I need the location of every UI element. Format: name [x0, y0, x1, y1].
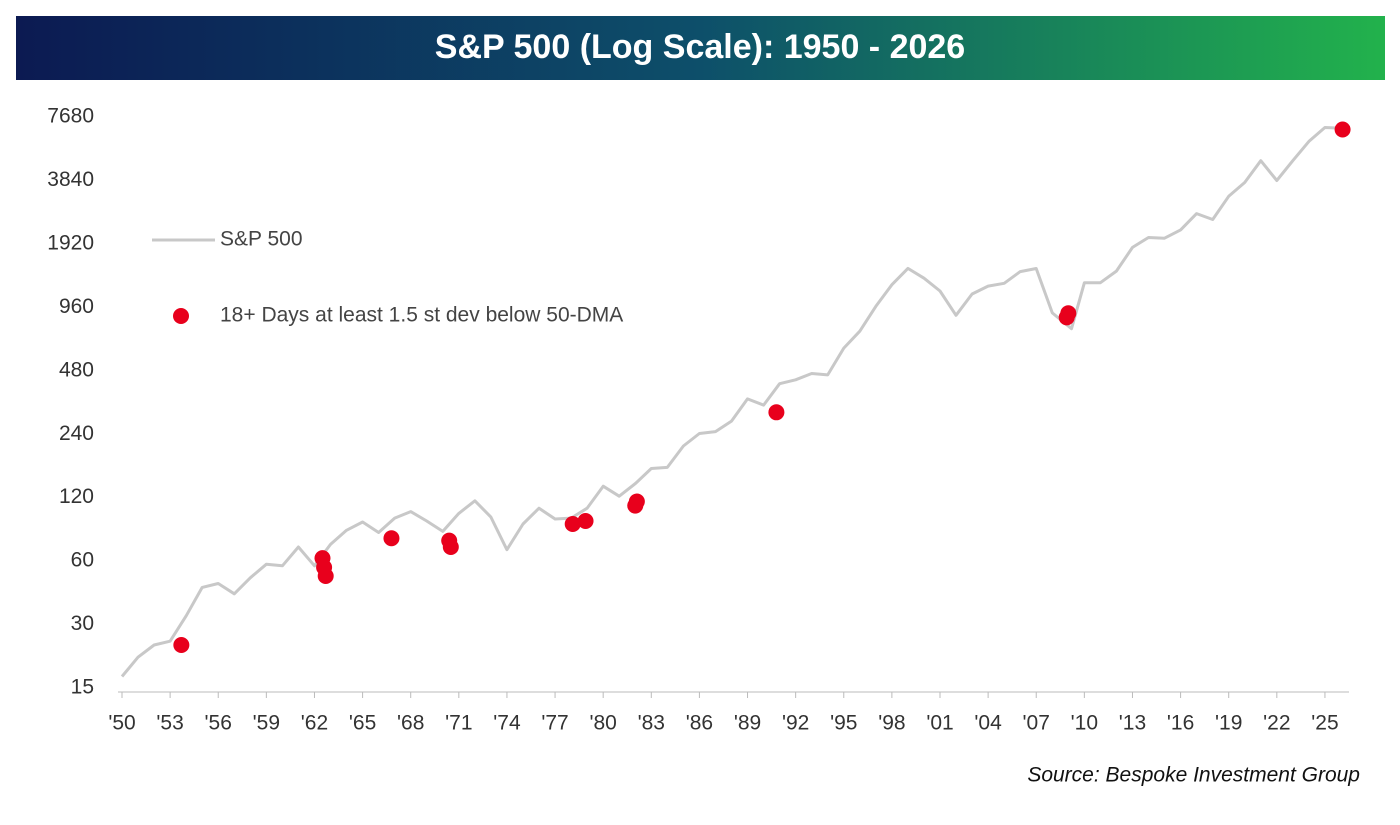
y-tick-label: 60 [71, 549, 94, 572]
y-tick-label: 480 [59, 358, 94, 381]
y-tick-label: 240 [59, 422, 94, 445]
x-tick-label: '22 [1263, 712, 1290, 735]
plot-area: 15 30 60 120 240 480 960 1920 3840 7680 '50 '53 '56 '… [47, 105, 1351, 735]
x-tick-label: '56 [205, 712, 232, 735]
legend-label: 18+ Days at least 1.5 st dev below 50-DM… [220, 304, 623, 327]
x-tick-label: '71 [445, 712, 472, 735]
y-tick-label: 3840 [47, 168, 94, 191]
chart-title: S&P 500 (Log Scale): 1950 - 2026 [435, 28, 965, 66]
sp500-line [120, 126, 1340, 678]
source: Source: Bespoke Investment Group [1027, 764, 1360, 787]
x-tick-label: '65 [349, 712, 376, 735]
x-tick-label: '92 [782, 712, 809, 735]
y-tick-label: 960 [59, 295, 94, 318]
x-tick-label: '89 [734, 712, 761, 735]
legend-marker [173, 308, 189, 324]
x-tick-label: '13 [1119, 712, 1146, 735]
x-tick-label: '16 [1167, 712, 1194, 735]
y-tick-label: 30 [71, 612, 94, 635]
x-tick-label: '95 [830, 712, 857, 735]
x-tick-label: '01 [926, 712, 953, 735]
event-dot [577, 512, 594, 529]
event-dot [564, 515, 581, 532]
event-dot [383, 530, 400, 547]
x-tick-label: '68 [397, 712, 424, 735]
y-tick-label: 1920 [47, 231, 94, 254]
event-dot [317, 567, 334, 584]
x-tick-label: '86 [686, 712, 713, 735]
event-dot [1334, 121, 1351, 138]
x-tick-label: '19 [1215, 712, 1242, 735]
x-tick-label: '62 [301, 712, 328, 735]
event-dot [768, 404, 785, 421]
y-tick-label: 7680 [47, 105, 94, 128]
event-dot [173, 636, 190, 653]
x-tick-label: '07 [1023, 712, 1050, 735]
event-dot [1060, 305, 1077, 322]
event-dot [442, 539, 459, 556]
x-tick-label: '80 [589, 712, 616, 735]
x-tick-label: '77 [541, 712, 568, 735]
event-dot [628, 493, 645, 510]
x-tick-label: '25 [1311, 712, 1338, 735]
x-tick-label: '50 [108, 712, 135, 735]
x-tick-label: '74 [493, 712, 521, 735]
y-tick-label: 120 [59, 485, 94, 508]
x-tick-label: '53 [156, 712, 183, 735]
x-tick-label: '98 [878, 712, 905, 735]
x-tick-label: '83 [638, 712, 665, 735]
x-tick-label: '10 [1071, 712, 1098, 735]
title-banner [16, 16, 1385, 80]
x-tick-label: '59 [253, 712, 280, 735]
y-tick-label: 15 [71, 676, 94, 699]
legend-label: S&P 500 [220, 228, 303, 251]
x-tick-label: '04 [974, 712, 1002, 735]
